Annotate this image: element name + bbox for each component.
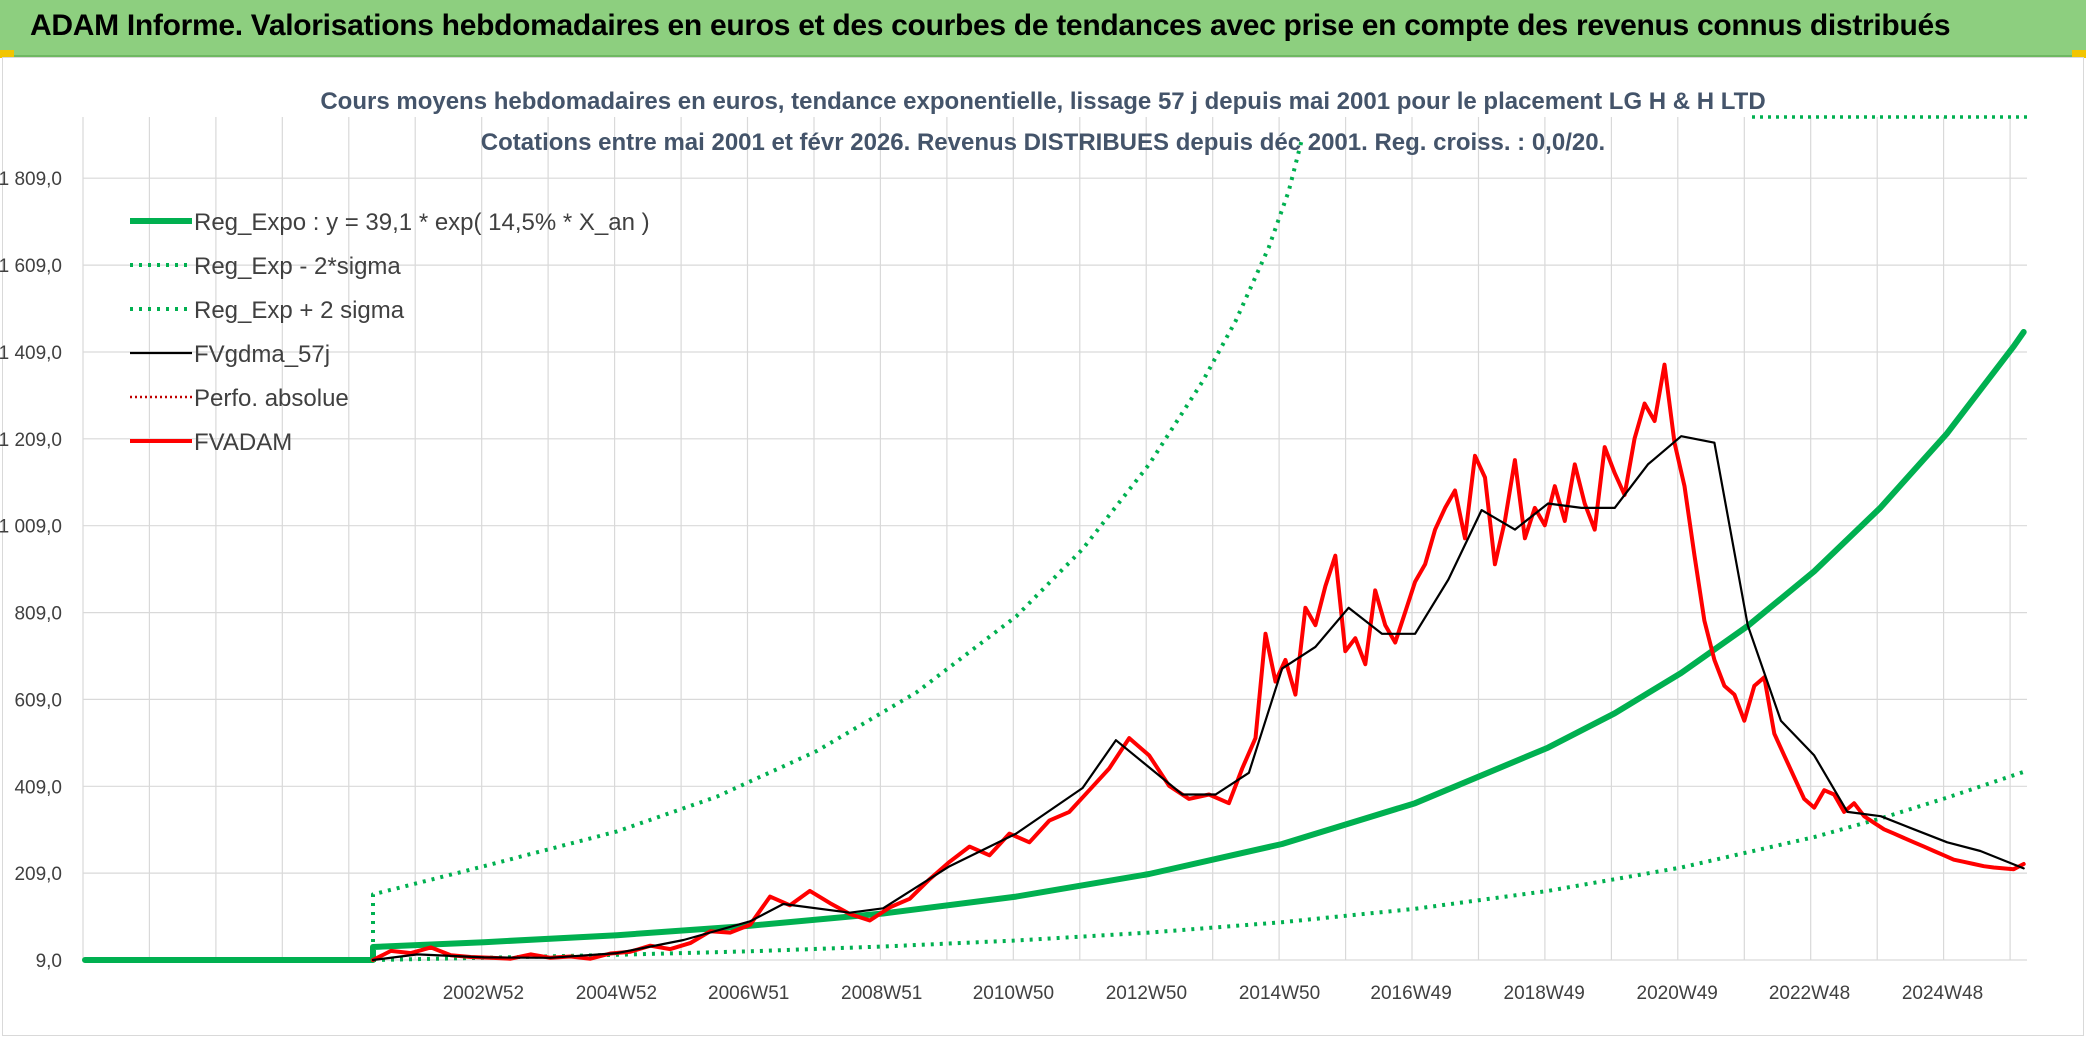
y-tick-label: 609,0 — [14, 690, 62, 711]
series-line-0 — [82, 329, 2027, 963]
corner-marker-left — [0, 50, 14, 58]
legend-label: Perfo. absolue — [194, 385, 349, 412]
y-tick-label: 9,0 — [36, 951, 62, 972]
report-header-banner: ADAM Informe. Valorisations hebdomadaire… — [0, 0, 2086, 57]
y-tick-label: 409,0 — [14, 777, 62, 798]
x-tick-label: 2010W50 — [973, 983, 1054, 1004]
report-title: ADAM Informe. Valorisations hebdomadaire… — [30, 9, 1951, 42]
y-tick-label: 1 409,0 — [0, 343, 62, 364]
x-tick-label: 2006W51 — [708, 983, 789, 1004]
corner-marker-right — [2072, 50, 2086, 58]
legend-label: FVADAM — [194, 429, 292, 456]
series-line-5 — [371, 362, 2026, 962]
x-tick-label: 2008W51 — [841, 983, 922, 1004]
y-tick-label: 1 009,0 — [0, 517, 62, 538]
legend-label: Reg_Exp - 2*sigma — [194, 253, 401, 280]
y-tick-label: 1 609,0 — [0, 256, 62, 277]
y-tick-label: 809,0 — [14, 604, 62, 625]
x-tick-label: 2012W50 — [1106, 983, 1187, 1004]
y-tick-label: 1 209,0 — [0, 430, 62, 451]
grid — [82, 117, 2027, 961]
chart-frame — [2, 57, 2084, 1036]
legend-label: Reg_Exp + 2 sigma — [194, 297, 405, 324]
y-tick-label: 209,0 — [14, 864, 62, 885]
x-tick-label: 2004W52 — [576, 983, 657, 1004]
legend-label: Reg_Expo : y = 39,1 * exp( 14,5% * X_an … — [194, 209, 650, 236]
series — [82, 138, 2027, 963]
legend: Reg_Expo : y = 39,1 * exp( 14,5% * X_an … — [130, 209, 650, 456]
y-tick-label: 1 809,0 — [0, 169, 62, 190]
x-tick-label: 2014W50 — [1239, 983, 1320, 1004]
series-line-1 — [372, 770, 2025, 962]
chart-title-line-2: Cotations entre mai 2001 et févr 2026. R… — [481, 129, 1605, 156]
legend-label: FVgdma_57j — [194, 341, 330, 368]
chart-title: Cours moyens hebdomadaires en euros, ten… — [320, 88, 2032, 156]
x-tick-label: 2020W49 — [1637, 983, 1718, 1004]
chart-title-line-1: Cours moyens hebdomadaires en euros, ten… — [320, 88, 1765, 115]
series-line-2 — [371, 138, 1305, 960]
series-line-3 — [371, 435, 2025, 962]
x-tick-label: 2016W49 — [1370, 983, 1451, 1004]
x-tick-label: 2024W48 — [1902, 983, 1983, 1004]
y-axis-ticks: 9,0 209,0 409,0 609,0 809,0 1 009,0 1 209,0 1 4… — [0, 169, 62, 972]
x-tick-label: 2018W49 — [1504, 983, 1585, 1004]
x-tick-label: 2002W52 — [443, 983, 524, 1004]
x-tick-label: 2022W48 — [1769, 983, 1850, 1004]
x-axis-ticks: 2002W52 2004W52 2006W51 2008W51 2010W50 2012W… — [443, 983, 1983, 1004]
